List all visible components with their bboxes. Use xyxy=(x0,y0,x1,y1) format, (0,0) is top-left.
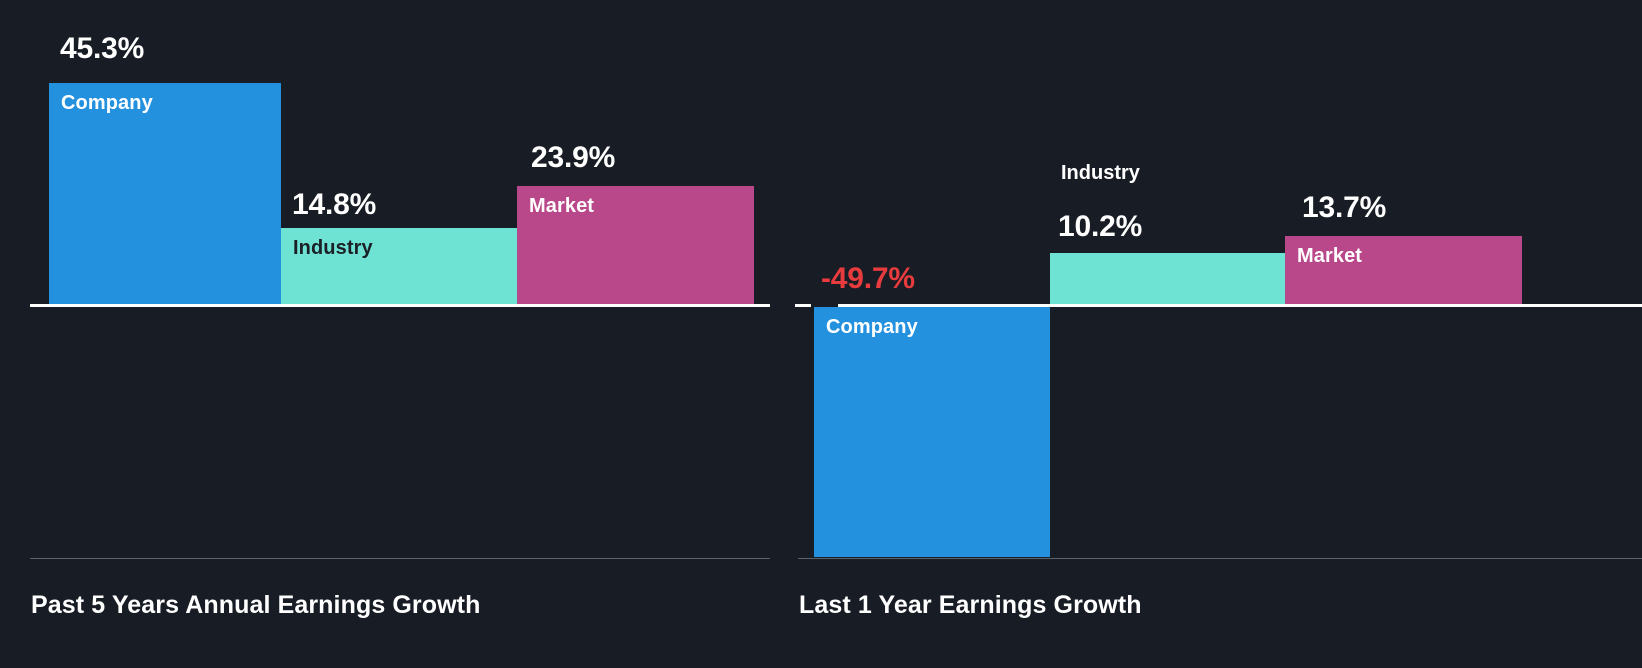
value-label-company-right: -49.7% xyxy=(821,262,915,295)
value-label-market-right: 13.7% xyxy=(1302,191,1387,224)
bar-series-label-industry-right: Industry xyxy=(1061,162,1140,184)
value-label-industry-left: 14.8% xyxy=(292,188,377,221)
value-label-industry-right: 10.2% xyxy=(1058,210,1143,243)
caption-last-1-year: Last 1 Year Earnings Growth xyxy=(799,591,1142,619)
panel-past-5-years: 45.3% Company 14.8% Industry 23.9% Marke… xyxy=(0,0,790,668)
value-label-market-left: 23.9% xyxy=(531,141,616,174)
bar-series-label-market-left: Market xyxy=(529,195,595,217)
bar-company-left[interactable]: Company xyxy=(49,83,281,304)
bar-series-label-market-right: Market xyxy=(1297,245,1363,267)
plot-area-right: -49.7% Company Industry 10.2% 13.7% Mark… xyxy=(790,0,1642,557)
bar-series-label-company-left: Company xyxy=(61,92,153,114)
value-label-company-left: 45.3% xyxy=(60,32,145,65)
bar-series-label-company-right: Company xyxy=(826,316,918,338)
panel-last-1-year: -49.7% Company Industry 10.2% 13.7% Mark… xyxy=(790,0,1642,668)
zero-baseline-left xyxy=(30,304,770,307)
zero-baseline-stub-right xyxy=(795,304,811,307)
bar-market-left[interactable]: Market xyxy=(517,186,754,304)
bar-market-right[interactable]: Market xyxy=(1285,236,1522,304)
zero-baseline-right xyxy=(838,304,1642,307)
plot-area-left: 45.3% Company 14.8% Industry 23.9% Marke… xyxy=(0,0,790,556)
footer-divider-left xyxy=(30,558,770,559)
bar-series-label-industry-left: Industry xyxy=(293,237,373,259)
bar-industry-right[interactable] xyxy=(1050,253,1285,304)
bar-industry-left[interactable]: Industry xyxy=(281,228,517,304)
bar-company-right[interactable]: Company xyxy=(814,307,1050,557)
footer-divider-right xyxy=(798,558,1642,559)
caption-past-5-years: Past 5 Years Annual Earnings Growth xyxy=(31,591,481,619)
